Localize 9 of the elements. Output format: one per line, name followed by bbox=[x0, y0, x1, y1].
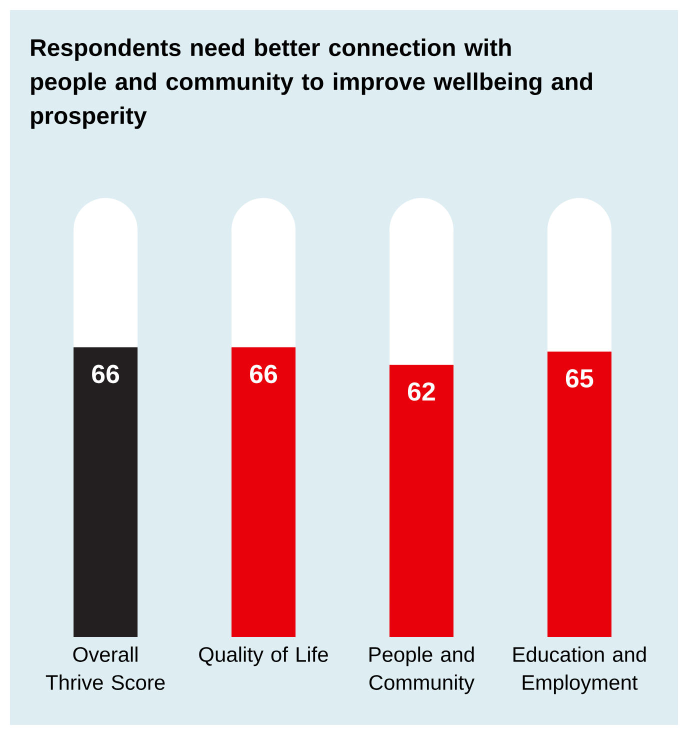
x-tick-label: Education and Employment bbox=[513, 646, 646, 694]
x-tick-label: Quality of Life bbox=[199, 646, 328, 666]
chart-title: Respondents need better connection with people and community to improve wellbeing and prosperity bbox=[31, 38, 592, 129]
data-label: 66 bbox=[92, 364, 120, 384]
data-label: 62 bbox=[408, 382, 435, 401]
data-label: 65 bbox=[566, 369, 594, 388]
x-tick-label: People and Community bbox=[369, 646, 475, 694]
data-label: 66 bbox=[250, 364, 278, 384]
x-tick-label: Overall Thrive Score bbox=[46, 646, 165, 690]
